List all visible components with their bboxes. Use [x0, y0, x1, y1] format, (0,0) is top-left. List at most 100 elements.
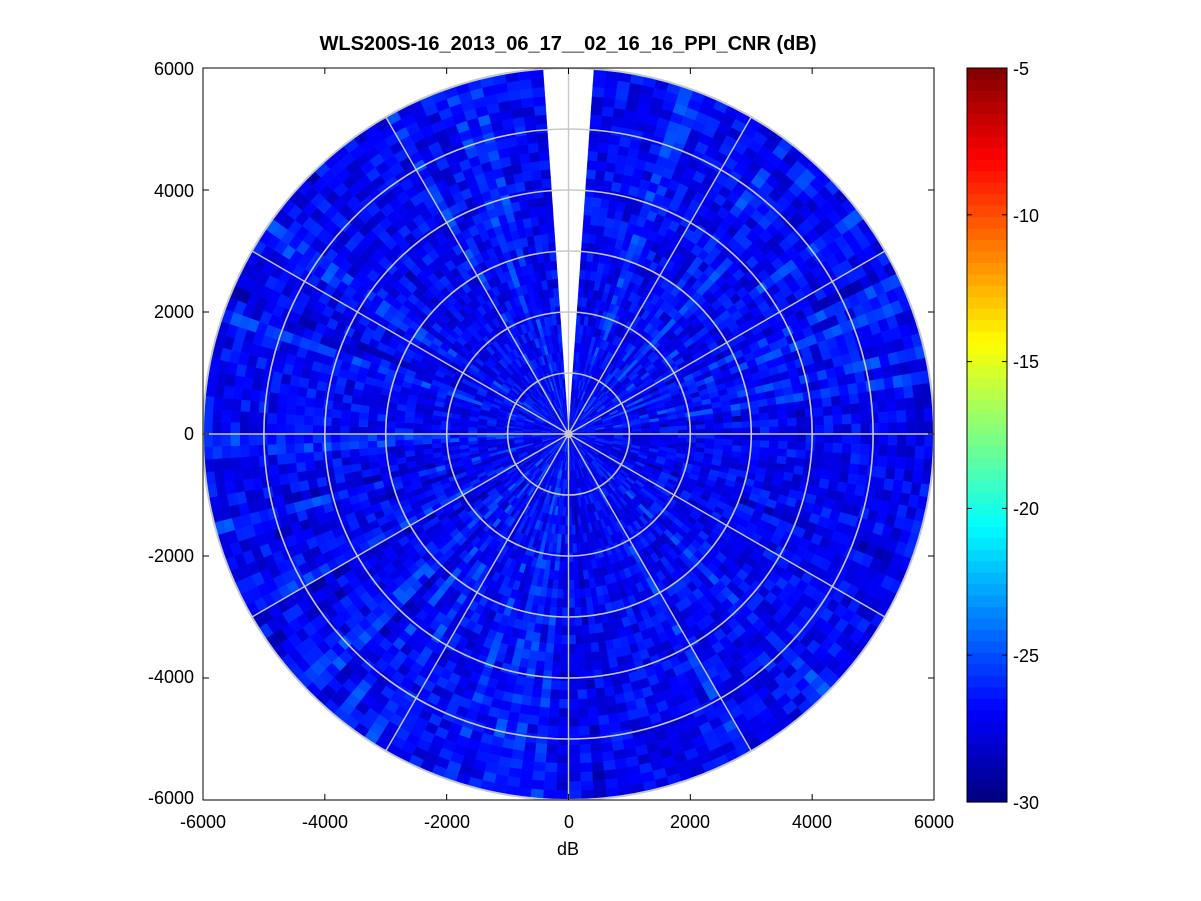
heatmap-cell [543, 196, 553, 207]
heatmap-cell [313, 450, 324, 462]
heatmap-cell [583, 652, 593, 663]
heatmap-cell [714, 433, 725, 440]
heatmap-cell [530, 216, 540, 227]
heatmap-cell [467, 436, 478, 442]
heatmap-cell [351, 463, 362, 473]
heatmap-cell [582, 223, 591, 235]
heatmap-cell [544, 260, 552, 272]
heatmap-cell [823, 433, 834, 444]
heatmap-cell [776, 403, 787, 413]
heatmap-cell [777, 441, 788, 450]
heatmap-cell [431, 433, 441, 440]
heatmap-cell [385, 420, 396, 429]
heatmap-cell [714, 422, 724, 430]
heatmap-cell [568, 580, 575, 590]
heatmap-cell [574, 616, 583, 627]
heatmap-cell [422, 438, 433, 445]
heatmap-cell [786, 449, 797, 459]
heatmap-cell [562, 580, 569, 590]
heatmap-cell [577, 570, 585, 581]
heatmap-cell [750, 440, 761, 448]
heatmap-cell [759, 419, 770, 428]
heatmap-cell [732, 427, 743, 435]
heatmap-cell [528, 207, 539, 218]
heatmap-cell [580, 242, 589, 253]
heatmap-cell [359, 454, 370, 464]
heatmap-cell [749, 446, 761, 455]
heatmap-cell [568, 607, 576, 618]
heatmap-cell [575, 634, 584, 645]
heatmap-cell [348, 426, 359, 435]
heatmap-cell [598, 650, 609, 661]
heatmap-cell [786, 409, 797, 419]
heatmap-cell [820, 469, 832, 481]
heatmap-cell [822, 406, 834, 417]
heatmap-cell [589, 224, 598, 235]
heatmap-cell [440, 437, 451, 444]
heatmap-cell [576, 661, 586, 673]
heatmap-cell [787, 441, 798, 451]
heatmap-cell [759, 440, 770, 449]
heatmap-cell [403, 422, 414, 429]
heatmap-cell [413, 422, 423, 430]
heatmap-cell [560, 644, 569, 654]
heatmap-cell [593, 669, 604, 680]
heatmap-cell [525, 189, 536, 200]
heatmap-cell [551, 269, 558, 280]
heatmap-cell [767, 404, 778, 414]
heatmap-cell [560, 653, 569, 664]
heatmap-cell [547, 624, 556, 636]
heatmap-cell [583, 205, 593, 216]
heatmap-cell [367, 433, 377, 442]
heatmap-cell [525, 668, 536, 679]
heatmap-cell [548, 615, 557, 626]
heatmap-cell [584, 661, 594, 672]
heatmap-cell [339, 417, 350, 427]
heatmap-cell [823, 424, 834, 435]
heatmap-cell [600, 659, 611, 670]
heatmap-cell [768, 411, 779, 421]
heatmap-cell [581, 232, 590, 244]
heatmap-cell [568, 589, 575, 599]
heatmap-cell [686, 424, 697, 431]
heatmap-cell [321, 416, 332, 426]
heatmap-cell [812, 459, 824, 470]
heatmap-cell [431, 428, 441, 435]
heatmap-cell [422, 433, 432, 440]
heatmap-cell [323, 466, 335, 478]
heatmap-cell [811, 389, 823, 400]
heatmap-cell [760, 426, 770, 435]
heatmap-cell [584, 187, 595, 198]
heatmap-cell [349, 418, 360, 427]
heatmap-cell [376, 427, 387, 435]
heatmap-cell [794, 457, 806, 468]
heatmap-cell [547, 232, 556, 244]
heatmap-cell [823, 442, 834, 453]
heatmap-cell [768, 440, 779, 449]
heatmap-cell [403, 433, 414, 440]
heatmap-cell [561, 616, 569, 627]
heatmap-cell [568, 616, 576, 627]
heatmap-cell [330, 417, 341, 427]
heatmap-cell [579, 260, 587, 271]
heatmap-cell [814, 442, 825, 453]
heatmap-cell [571, 534, 577, 544]
heatmap-cell [695, 419, 706, 426]
heatmap-cell [769, 433, 779, 442]
heatmap-cell [805, 433, 816, 443]
heatmap-cell [573, 579, 580, 590]
heatmap-cell [562, 589, 569, 599]
heatmap-cell [768, 447, 779, 457]
heatmap-cell [395, 450, 406, 459]
heatmap-cell [659, 426, 670, 432]
heatmap-cell [778, 426, 789, 435]
heatmap-cell [594, 169, 606, 181]
heatmap-cell [548, 242, 557, 253]
heatmap-cell [552, 652, 562, 663]
heatmap-cell [341, 401, 352, 412]
heatmap-cell [440, 442, 451, 448]
heatmap-cell [554, 625, 563, 636]
heatmap-cell [403, 428, 414, 435]
heatmap-cell [804, 407, 815, 418]
heatmap-cell [573, 588, 581, 599]
